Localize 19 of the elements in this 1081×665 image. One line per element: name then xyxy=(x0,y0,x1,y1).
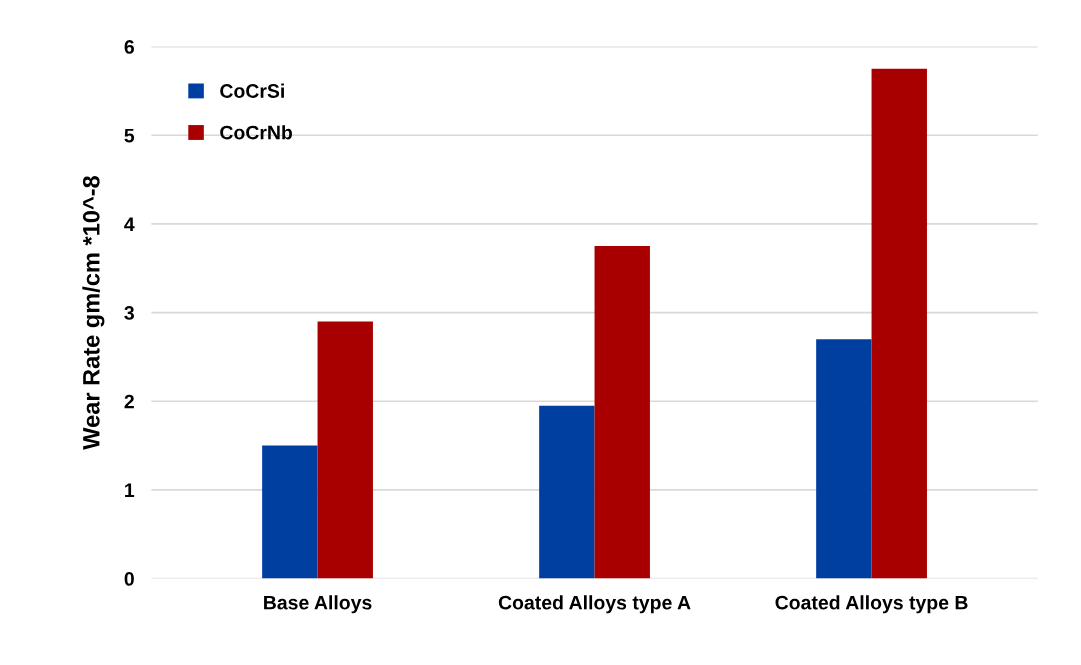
x-tick-label: Base Alloys xyxy=(264,595,372,614)
x-tick-label: Coated Alloys type B xyxy=(775,595,968,614)
x-tick-label: Coated Alloys type A xyxy=(498,595,691,614)
y-tick-label: 1 xyxy=(125,483,135,497)
bar xyxy=(594,246,650,579)
y-tick-label: 2 xyxy=(124,394,134,409)
y-tick-label: 5 xyxy=(124,128,135,143)
legend-label: CoCrNb xyxy=(220,125,293,140)
bar xyxy=(539,405,595,579)
y-tick-label: 4 xyxy=(124,217,135,231)
bar xyxy=(816,339,872,579)
y-axis-title: Wear Rate gm/cm *10^-8 xyxy=(82,176,105,450)
y-tick-label: 3 xyxy=(124,306,134,320)
bar xyxy=(317,321,373,579)
bar xyxy=(871,68,927,579)
bar xyxy=(262,445,318,579)
y-tick-label: 6 xyxy=(124,40,134,54)
y-tick-label: 0 xyxy=(124,572,134,586)
legend-label: CoCrSi xyxy=(220,83,284,98)
